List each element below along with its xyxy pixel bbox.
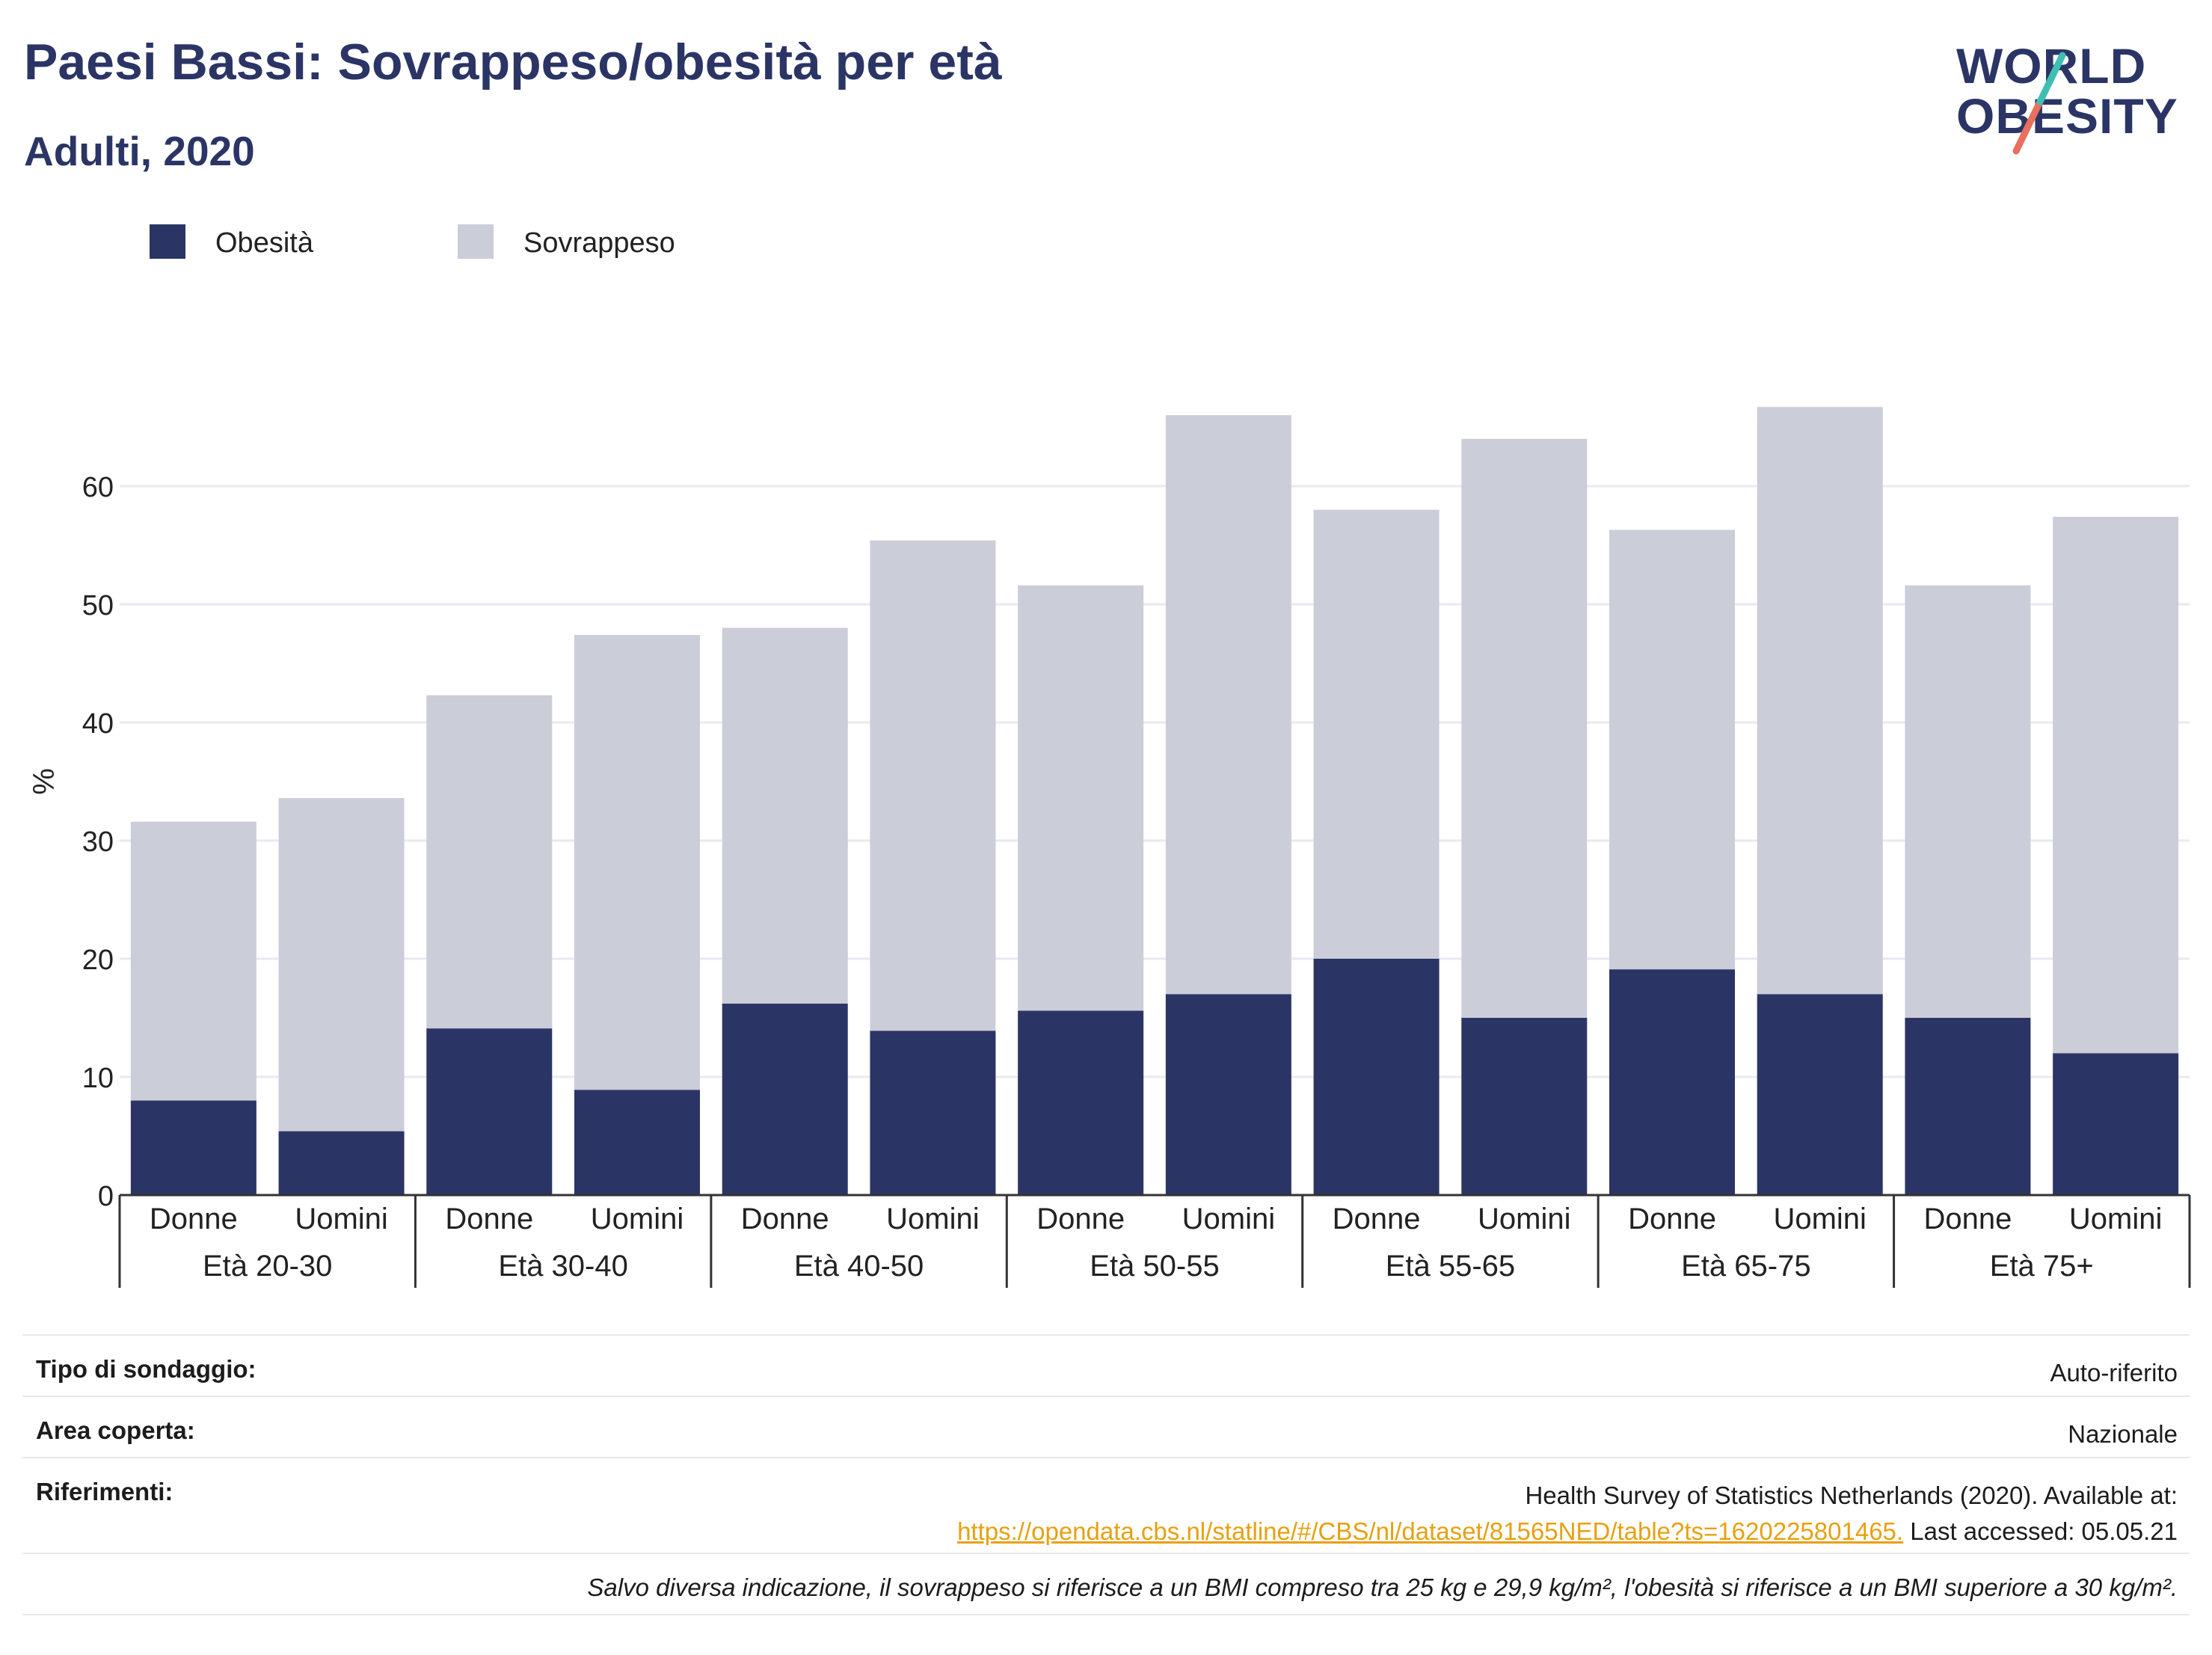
info-row-survey-type: Tipo di sondaggio: Auto-riferito <box>22 1334 2190 1395</box>
y-tick-label: 30 <box>82 826 114 858</box>
legend-swatch-overweight <box>458 224 494 259</box>
legend-label-overweight: Sovrappeso <box>523 227 675 259</box>
x-group-label: Età 50-55 <box>1090 1250 1219 1283</box>
bar-overweight <box>1018 585 1144 1011</box>
logo-word-2: OBESITY <box>1956 88 2178 144</box>
x-subcategory-label: Donne <box>741 1203 829 1235</box>
x-subcategory-label: Uomini <box>1478 1203 1570 1235</box>
bar-overweight <box>574 635 700 1090</box>
x-subcategory-label: Uomini <box>1773 1203 1866 1235</box>
x-subcategory-label: Donne <box>1333 1203 1421 1235</box>
bar-obesity <box>1461 1018 1588 1195</box>
bar-obesity <box>574 1090 700 1195</box>
chart-subtitle: Adulti, 2020 <box>24 128 255 174</box>
x-subcategory-label: Uomini <box>886 1203 979 1235</box>
bar-obesity <box>1609 969 1735 1195</box>
x-group-label: Età 30-40 <box>498 1250 627 1283</box>
bar-overweight <box>1165 415 1291 995</box>
x-subcategory-label: Uomini <box>2069 1203 2162 1235</box>
y-tick-label: 20 <box>82 945 114 976</box>
x-subcategory-label: Donne <box>445 1203 533 1235</box>
bar-overweight <box>1609 529 1735 970</box>
bar-obesity <box>722 1004 848 1195</box>
x-group-label: Età 75+ <box>1990 1250 2094 1283</box>
y-tick-label: 40 <box>82 708 114 740</box>
references-link[interactable]: https://opendata.cbs.nl/statline/#/CBS/n… <box>957 1517 1904 1545</box>
x-subcategory-label: Uomini <box>591 1203 683 1235</box>
legend-swatch-obesity <box>150 224 185 259</box>
y-tick-label: 10 <box>82 1063 114 1094</box>
world-obesity-logo: WORLD OBESITY <box>1944 22 2199 157</box>
bar-overweight <box>1905 585 2031 1018</box>
bar-obesity <box>1757 994 1883 1195</box>
area-label: Area coperta: <box>36 1416 195 1444</box>
bar-overweight <box>1461 438 1588 1018</box>
y-axis-label: % <box>28 768 61 795</box>
x-subcategory-label: Donne <box>150 1203 238 1235</box>
references-text: Health Survey of Statistics Netherlands … <box>1525 1481 2178 1509</box>
x-group-label: Età 20-30 <box>203 1250 332 1283</box>
info-row-area: Area coperta: Nazionale <box>22 1395 2190 1457</box>
bar-overweight <box>2053 517 2179 1054</box>
bar-obesity <box>1905 1018 2031 1195</box>
x-subcategory-label: Uomini <box>1182 1203 1275 1235</box>
x-group-label: Età 40-50 <box>794 1250 924 1283</box>
survey-type-value: Auto-riferito <box>2050 1359 2178 1387</box>
bar-obesity <box>426 1028 553 1195</box>
bottom-divider <box>22 1614 2190 1615</box>
bar-obesity <box>130 1100 256 1195</box>
x-group-label: Età 65-75 <box>1681 1250 1810 1283</box>
bar-overweight <box>278 798 405 1132</box>
references-accessed: Last accessed: 05.05.21 <box>1903 1517 2178 1545</box>
bar-obesity <box>1165 994 1291 1195</box>
y-tick-label: 0 <box>98 1181 114 1212</box>
info-row-note: Salvo diversa indicazione, il sovrappeso… <box>22 1553 2190 1614</box>
bar-obesity <box>1018 1010 1144 1195</box>
legend-label-obesity: Obesità <box>215 227 313 259</box>
bar-overweight <box>722 627 848 1004</box>
logo-slash-icon <box>2012 52 2066 155</box>
bar-obesity <box>1313 959 1440 1195</box>
y-tick-label: 60 <box>82 472 114 503</box>
references-label: Riferimenti: <box>36 1478 173 1505</box>
x-subcategory-label: Uomini <box>295 1203 387 1235</box>
bar-obesity <box>2053 1053 2179 1195</box>
x-subcategory-label: Donne <box>1628 1203 1716 1235</box>
area-value: Nazionale <box>2068 1420 2178 1448</box>
chart-title: Paesi Bassi: Sovrappeso/obesità per età <box>24 34 1002 90</box>
bar-obesity <box>278 1131 405 1195</box>
survey-type-label: Tipo di sondaggio: <box>36 1355 256 1383</box>
stacked-bar-chart: 0 10 20 30 40 50 60% Donne Uomini Età 20-30 Donne U… <box>28 407 2191 1288</box>
x-subcategory-label: Donne <box>1923 1203 2012 1235</box>
y-tick-label: 50 <box>82 590 114 621</box>
bar-obesity <box>870 1031 996 1195</box>
references-value: Health Survey of Statistics Netherlands … <box>957 1478 2178 1550</box>
references-line2: https://opendata.cbs.nl/statline/#/CBS/n… <box>957 1514 2178 1550</box>
bar-overweight <box>1313 509 1440 959</box>
bar-overweight <box>130 821 256 1101</box>
x-subcategory-label: Donne <box>1036 1203 1125 1235</box>
bmi-definition-note: Salvo diversa indicazione, il sovrappeso… <box>587 1573 2178 1601</box>
bar-overweight <box>870 540 996 1031</box>
info-row-references: Riferimenti: Health Survey of Statistics… <box>22 1457 2190 1553</box>
bar-overweight <box>1757 407 1883 995</box>
x-group-label: Età 55-65 <box>1386 1250 1515 1283</box>
bar-overweight <box>426 695 553 1029</box>
